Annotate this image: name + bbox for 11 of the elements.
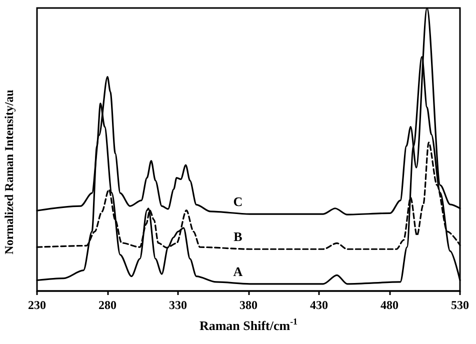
series-label: C (233, 194, 243, 210)
x-tick-label: 480 (380, 298, 398, 312)
x-tick-label: 280 (98, 298, 116, 312)
y-axis-title: Normalized Raman Intensity/au (2, 89, 16, 254)
x-tick-label: 380 (240, 298, 258, 312)
x-tick-label: 330 (169, 298, 187, 312)
series-label: B (234, 229, 243, 244)
series-label: A (233, 264, 244, 279)
x-tick-label: 530 (451, 298, 469, 312)
x-tick-label: 430 (310, 298, 328, 312)
x-tick-label: 230 (28, 298, 46, 312)
